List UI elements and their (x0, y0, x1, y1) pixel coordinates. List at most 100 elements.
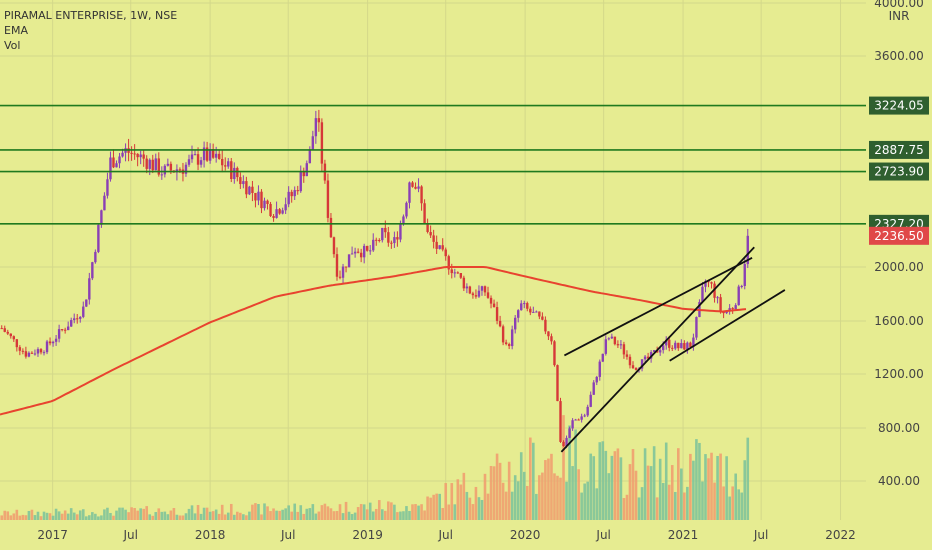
candle-body (399, 223, 402, 240)
volume-bar (199, 513, 203, 520)
volume-bar (613, 451, 617, 520)
volume-bar (51, 515, 55, 520)
volume-bar (260, 514, 263, 520)
candle-body (523, 303, 526, 305)
volume-bar (689, 453, 692, 520)
candle-body (568, 428, 571, 438)
volume-bar (504, 491, 508, 520)
volume-bar (169, 510, 173, 520)
volume-bar (12, 513, 16, 520)
volume-bar (317, 511, 321, 520)
candle-body (468, 286, 472, 294)
volume-bar (480, 499, 484, 520)
candle-body (103, 195, 106, 211)
volume-bar (686, 486, 689, 520)
volume-bar (332, 511, 336, 520)
volume-bar (649, 466, 653, 520)
candle-body (393, 237, 396, 244)
candle-body (384, 227, 387, 233)
candle-body (30, 352, 34, 354)
candle-body (634, 368, 638, 370)
trendline[interactable] (560, 246, 755, 453)
candle-body (652, 350, 656, 352)
volume-bar (411, 504, 414, 520)
volume-bar (18, 515, 22, 520)
candle-body (453, 272, 456, 274)
volume-bar (329, 508, 333, 520)
candle-body (674, 342, 677, 349)
volume-bar (124, 509, 127, 520)
volume-bar (459, 484, 463, 520)
candle-body (731, 308, 734, 310)
candle-body (734, 305, 737, 310)
volume-bar (616, 448, 620, 520)
volume-bar (598, 442, 602, 520)
candle-body (39, 349, 43, 353)
volume-bar (673, 491, 677, 520)
candle-body (396, 237, 399, 240)
volume-bar (368, 502, 372, 520)
x-tick-label: Jul (122, 528, 137, 542)
y-tick-label: 4000.00 (874, 0, 924, 10)
candle-body (353, 251, 357, 254)
candle-body (658, 350, 662, 353)
candle-body (299, 171, 302, 192)
y-tick-label: 400.00 (878, 474, 920, 488)
volume-bar (423, 510, 426, 520)
volume-bar (97, 516, 100, 520)
volume-bar (622, 498, 626, 520)
candle-body (447, 256, 450, 270)
symbol-label[interactable]: PIRAMAL ENTERPRISE, 1W, NSE (4, 9, 178, 22)
volume-bar (550, 453, 553, 520)
volume-bar (202, 507, 206, 520)
candle-body (287, 191, 290, 205)
volume-bar (103, 509, 106, 520)
candle-body (242, 181, 245, 185)
candle-body (335, 254, 339, 277)
candle-body (163, 165, 167, 175)
volume-indicator-label[interactable]: Vol (4, 39, 21, 52)
trendline[interactable] (563, 256, 753, 357)
volume-bar (429, 497, 432, 520)
candle-body (221, 158, 224, 166)
volume-bar (81, 509, 85, 520)
level-badge (869, 162, 929, 181)
candle-body (529, 308, 532, 313)
volume-bar (263, 503, 266, 520)
candle-body (619, 344, 623, 346)
volume-bar (510, 491, 514, 520)
candle-body (293, 190, 296, 197)
candle-body (592, 382, 595, 395)
volume-bar (486, 493, 490, 520)
candle-body (462, 277, 466, 289)
volume-bar (281, 509, 284, 520)
volume-bar (15, 509, 19, 520)
volume-bar (60, 513, 64, 520)
level-badge (869, 140, 929, 159)
x-tick-label: 2017 (37, 528, 68, 542)
volume-bar (9, 515, 13, 520)
volume-bar (393, 504, 396, 520)
candle-body (574, 419, 577, 421)
candle-body (649, 351, 653, 359)
candle-body (69, 320, 73, 327)
volume-bar (683, 492, 686, 520)
candle-body (187, 159, 191, 165)
trendline[interactable] (669, 289, 786, 362)
volume-bar (610, 455, 614, 520)
candle-body (441, 245, 444, 250)
candle-body (169, 163, 173, 171)
candle-body (85, 299, 88, 307)
volume-bar (118, 507, 121, 520)
candle-body (332, 237, 336, 255)
candle-body (692, 337, 695, 347)
x-tick-label: 2022 (825, 528, 856, 542)
candle-body (326, 180, 330, 218)
volume-bar (190, 505, 194, 520)
ema-indicator-label[interactable]: EMA (4, 24, 28, 37)
candle-body (278, 209, 281, 214)
volume-bar (640, 487, 644, 520)
volume-bar (529, 437, 532, 520)
y-tick-label: 3600.00 (874, 49, 924, 63)
